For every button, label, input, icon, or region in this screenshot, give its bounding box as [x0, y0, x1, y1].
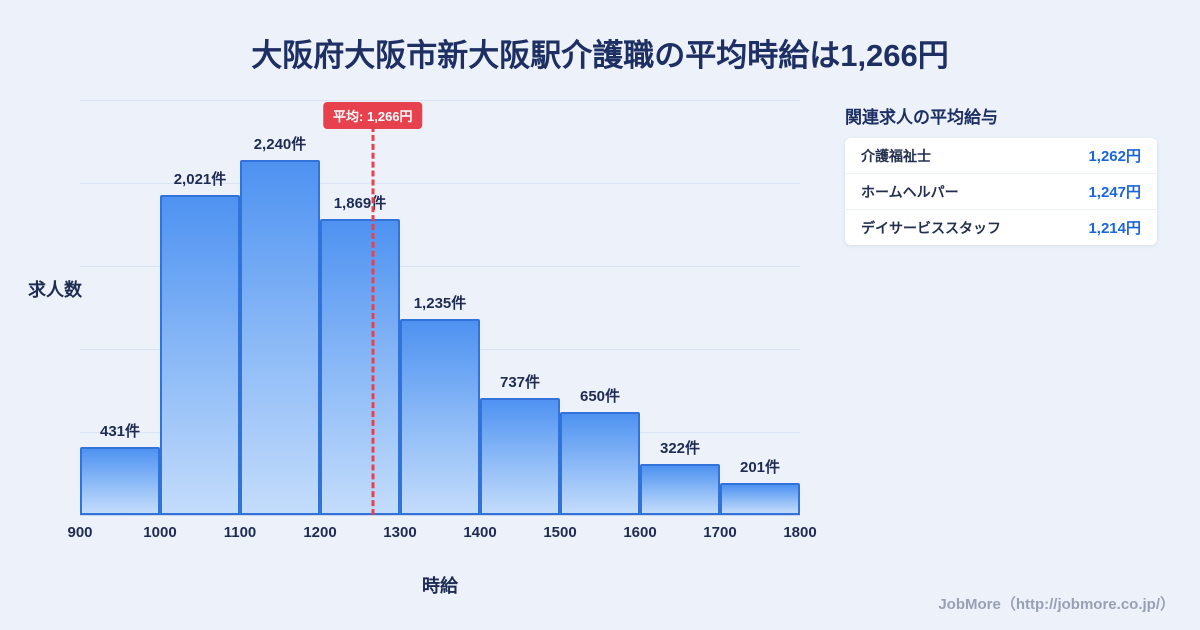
salary-value: 1,214円: [1088, 220, 1141, 237]
bar-value-label: 201件: [739, 459, 781, 476]
x-tick: 1200: [303, 524, 337, 541]
histogram-bar: [480, 398, 560, 515]
salary-card: 介護福祉士 1,262円ホームヘルパー 1,247円デイサービススタッフ 1,214円: [845, 138, 1157, 245]
bar-slot: 2,240件: [240, 100, 320, 515]
x-tick: 1000: [143, 524, 177, 541]
histogram-bar: [320, 219, 400, 515]
salary-row: ホームヘルパー 1,247円: [845, 174, 1157, 210]
bars: 431件 2,021件 2,240件 1,869件 1,235件 737件 650件 322件…: [80, 100, 800, 515]
bar-slot: 650件: [560, 100, 640, 515]
histogram-bar: [640, 464, 720, 515]
x-tick: 1500: [543, 524, 577, 541]
x-tick: 1300: [383, 524, 417, 541]
bar-slot: 2,021件: [160, 100, 240, 515]
job-label: ホームヘルパー: [861, 183, 959, 200]
x-axis: 900 1000 1100 1200 1300 1400 1500 1600 1700 1800: [67, 524, 816, 544]
bar-slot: 201件: [720, 100, 800, 515]
bar-value-label: 737件: [499, 374, 541, 391]
average-line: [371, 126, 375, 515]
histogram-bar: [400, 319, 480, 515]
x-axis-label: 時給: [422, 576, 458, 596]
side-panel-title: 関連求人の平均給与: [845, 108, 998, 127]
footer-credit: JobMore（http://jobmore.co.jp/）: [938, 596, 1175, 613]
x-tick: 900: [67, 524, 93, 541]
page-title: 大阪府大阪市新大阪駅介護職の平均時給は1,266円: [251, 38, 949, 73]
job-label: 介護福祉士: [861, 147, 931, 164]
bar-slot: 322件: [640, 100, 720, 515]
histogram-bar: [720, 483, 800, 515]
histogram-bar: [80, 447, 160, 515]
histogram-bar: [240, 160, 320, 515]
bar-value-label: 650件: [579, 388, 621, 405]
job-label: デイサービススタッフ: [861, 219, 1001, 236]
bar-value-label: 2,021件: [173, 171, 227, 188]
salary-row: 介護福祉士 1,262円: [845, 138, 1157, 174]
bar-value-label: 2,240件: [253, 136, 307, 153]
bar-value-label: 322件: [659, 440, 701, 457]
x-tick: 1700: [703, 524, 737, 541]
bar-value-label: 431件: [99, 423, 141, 440]
x-tick: 1800: [783, 524, 817, 541]
gridline: [80, 100, 800, 101]
average-badge: 平均: 1,266円: [323, 102, 423, 129]
x-tick: 1600: [623, 524, 657, 541]
bar-slot: 1,869件: [320, 100, 400, 515]
bar-slot: 737件: [480, 100, 560, 515]
bar-slot: 1,235件: [400, 100, 480, 515]
bar-slot: 431件: [80, 100, 160, 515]
bar-value-label: 1,235件: [413, 295, 467, 312]
histogram-bar: [160, 195, 240, 515]
salary-value: 1,262円: [1088, 148, 1141, 165]
x-tick: 1400: [463, 524, 497, 541]
histogram-plot: 431件 2,021件 2,240件 1,869件 1,235件 737件 650件 322件…: [80, 100, 800, 516]
y-axis-label: 求人数: [28, 280, 82, 300]
salary-row: デイサービススタッフ 1,214円: [845, 210, 1157, 245]
x-tick: 1100: [223, 524, 257, 541]
bar-value-label: 1,869件: [333, 195, 387, 212]
salary-value: 1,247円: [1088, 184, 1141, 201]
gridline: [80, 183, 800, 184]
gridline: [80, 266, 800, 267]
baseline: [80, 515, 800, 516]
histogram-bar: [560, 412, 640, 515]
